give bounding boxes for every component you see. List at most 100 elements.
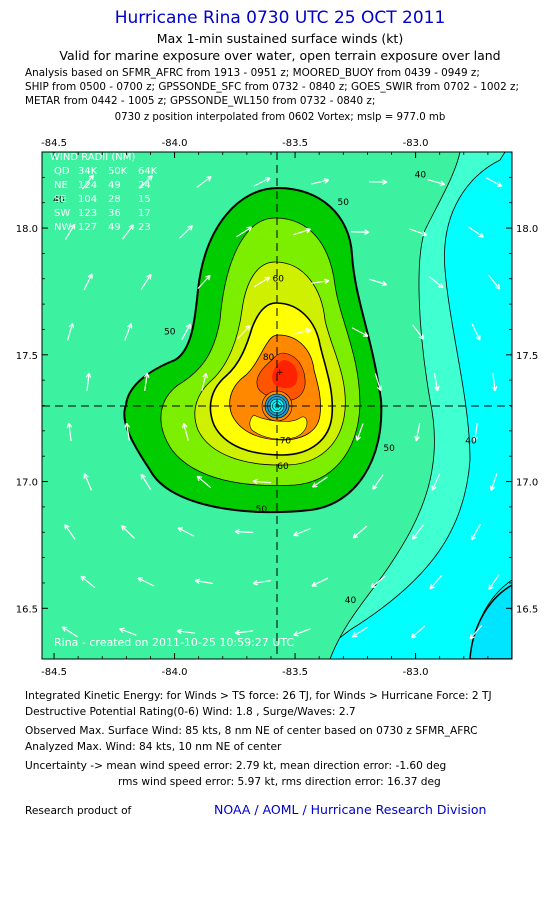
- chart-subtitle-exposure: Valid for marine exposure over water, op…: [59, 48, 501, 63]
- wind-arrow: [374, 373, 383, 392]
- chart-subtitle: Max 1-min sustained surface winds (kt): [156, 31, 404, 46]
- wind-radii-cell: 24: [138, 180, 151, 191]
- wind-arrow: [431, 473, 441, 491]
- wind-radii-cell: 15: [138, 194, 151, 205]
- wind-arrow: [293, 528, 311, 537]
- wind-arrow: [81, 174, 95, 190]
- y-tick-label-left: 16.5: [16, 604, 38, 615]
- contour-label: 70: [280, 437, 292, 447]
- wind-arrow: [182, 422, 189, 441]
- wind-arrow: [488, 574, 500, 590]
- wind-arrow: [491, 372, 498, 392]
- wind-arrow: [411, 524, 424, 540]
- wind-arrow: [140, 473, 152, 490]
- wind-radii-cell: 104: [78, 194, 97, 205]
- wind-arrows: [61, 174, 503, 640]
- wind-radii-header-cell: 34K: [78, 166, 98, 177]
- wind-arrow: [83, 273, 93, 291]
- wind-arrow: [237, 324, 251, 339]
- contour-band-90: [272, 360, 298, 389]
- contour-labels: 40 40 40 40 50 50 50 50 60 60 70 80: [53, 170, 477, 606]
- contour-label: 80: [263, 353, 275, 363]
- wind-arrow: [312, 476, 328, 488]
- wind-radii-cell: NE: [54, 180, 68, 191]
- y-tick-label-left: 18.0: [16, 224, 38, 235]
- wind-arrow: [470, 523, 481, 541]
- wind-arrow: [252, 478, 272, 485]
- wind-arrow: [64, 223, 76, 241]
- analyzed-max-wind: Analyzed Max. Wind: 84 kts, 10 nm NE of …: [25, 741, 282, 753]
- wind-arrow: [124, 422, 131, 441]
- wind-arrow: [179, 225, 194, 239]
- vortex-position-note: 0730 z position interpolated from 0602 V…: [114, 112, 446, 123]
- wind-arrow: [194, 578, 213, 585]
- wind-radii-header-cell: QD: [54, 166, 70, 177]
- wind-arrow: [471, 323, 481, 341]
- wind-radii-table: WIND RADII (NM) QD 34K 50K 64K NE 124 49 24 SE 10…: [50, 152, 158, 233]
- wind-arrow: [61, 626, 78, 638]
- wind-arrow: [352, 525, 368, 539]
- wind-radii-title: WIND RADII (NM): [50, 152, 135, 163]
- uncertainty-rms: rms wind speed error: 5.97 kt, rms direc…: [118, 776, 441, 788]
- wind-arrow: [472, 423, 479, 442]
- x-tick-label: -83.0: [403, 138, 429, 149]
- wind-radii-cell: 23: [138, 222, 151, 233]
- wind-arrow: [350, 229, 370, 235]
- contour-line-50: [123, 186, 383, 514]
- wind-radii-cell: 17: [138, 208, 151, 219]
- wind-arrow: [83, 473, 93, 491]
- wind-arrow: [196, 175, 212, 188]
- x-tick-label: -84.0: [162, 667, 188, 678]
- y-tick-label-right: 17.0: [516, 478, 538, 489]
- contour-label: 50: [338, 198, 350, 208]
- wind-radii-cell: SE: [54, 194, 67, 205]
- wind-arrow: [311, 278, 330, 285]
- wind-arrow: [428, 275, 444, 289]
- x-tick-label: -83.0: [403, 667, 429, 678]
- wind-arrow: [140, 273, 152, 290]
- creation-watermark: Rina - created on 2011-10-25 10:59:27 UT…: [54, 636, 294, 649]
- contour-label: 50: [256, 505, 268, 515]
- wind-radii-cell: 123: [78, 208, 97, 219]
- wind-arrow: [176, 628, 196, 635]
- wind-arrow: [369, 278, 387, 287]
- contour-label: 60: [272, 274, 284, 284]
- ike-line: Integrated Kinetic Energy: for Winds > T…: [25, 690, 492, 702]
- contour-lobe-south: [249, 414, 308, 440]
- wind-arrow: [64, 524, 76, 540]
- wind-arrow: [124, 323, 133, 341]
- wind-arrow: [355, 423, 364, 441]
- wind-arrow: [252, 579, 271, 586]
- y-tick-label-right: 17.5: [516, 351, 538, 362]
- research-product-label: Research product of: [25, 805, 132, 817]
- observed-max-wind: Observed Max. Surface Wind: 85 kts, 8 nm…: [25, 725, 478, 737]
- wind-arrow: [143, 372, 150, 391]
- y-tick-label-right: 16.5: [516, 604, 538, 615]
- x-tick-label: -84.0: [162, 138, 188, 149]
- center-crosshair: +: [42, 152, 512, 659]
- analysis-line: METAR from 0442 - 1005 z; GPSSONDE_WL150…: [25, 95, 376, 107]
- wind-arrow: [370, 575, 386, 589]
- wind-arrow: [85, 372, 92, 392]
- x-tick-label: -83.5: [282, 667, 308, 678]
- contour-label: 40: [345, 596, 357, 606]
- contour-label: 50: [383, 444, 395, 454]
- contour-label: 40: [53, 196, 65, 206]
- wind-arrow: [311, 178, 330, 185]
- noaa-aoml-link[interactable]: NOAA / AOML / Hurricane Research Divisio…: [214, 802, 487, 817]
- wind-arrow: [487, 274, 501, 290]
- wind-arrow: [197, 274, 211, 290]
- contour-label: 60: [277, 462, 289, 472]
- x-tick-label: -84.5: [41, 667, 67, 678]
- wind-radii-cell: 36: [108, 208, 121, 219]
- contour-label: 50: [164, 328, 176, 338]
- wind-arrow: [139, 175, 153, 189]
- wind-arrow: [137, 577, 155, 587]
- wind-arrow: [253, 177, 271, 187]
- wind-arrow: [351, 626, 368, 638]
- wind-arrow: [119, 627, 137, 636]
- wind-radii-header-cell: 64K: [138, 166, 158, 177]
- wind-radii-cell: NW: [54, 222, 71, 233]
- wind-arrow: [311, 577, 329, 587]
